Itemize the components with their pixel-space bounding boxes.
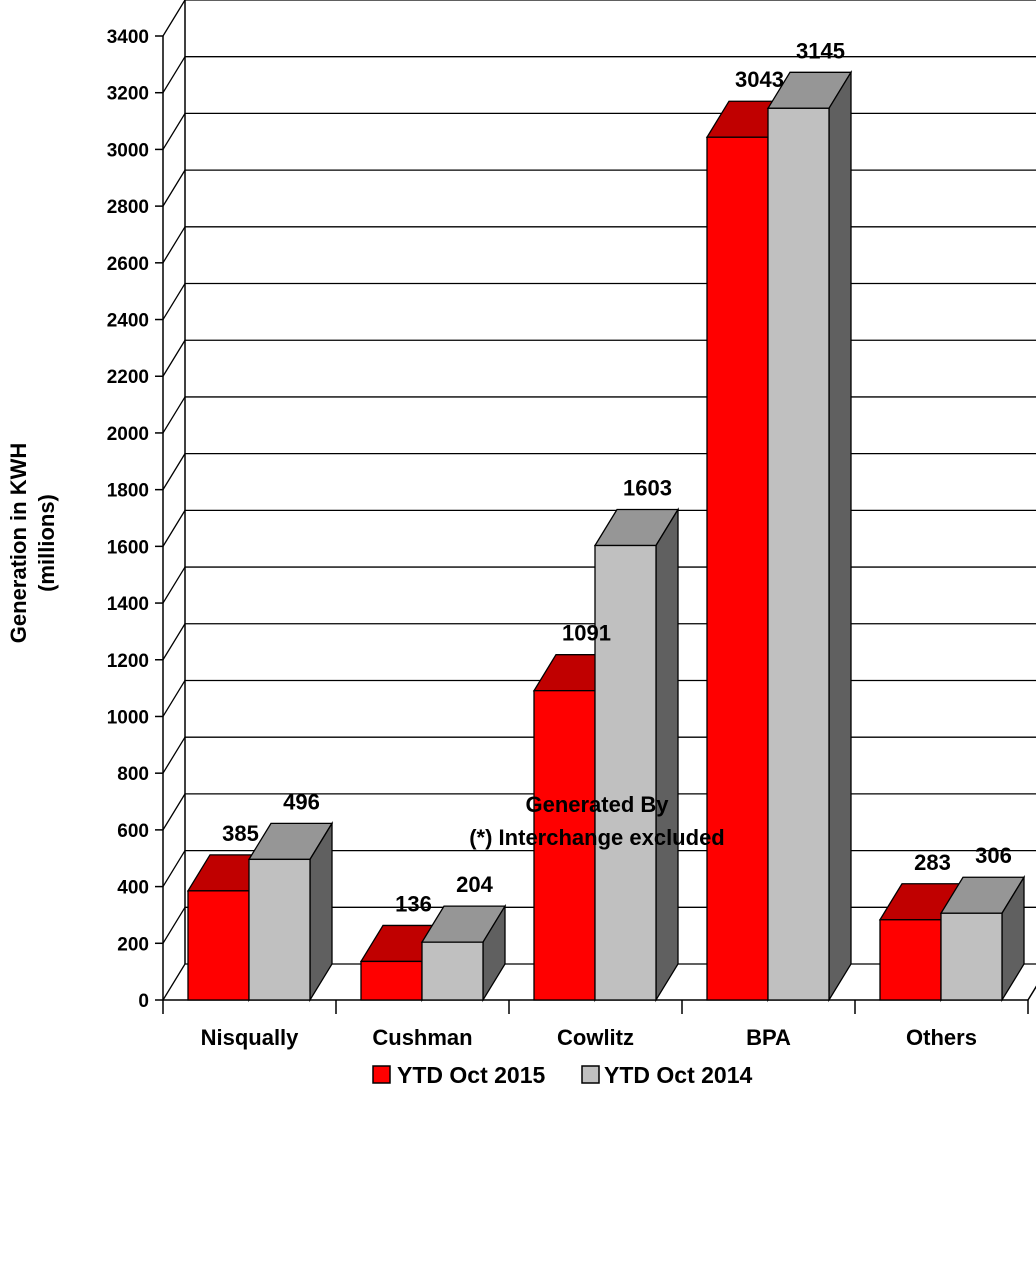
data-label-nisqually-0: 385 (222, 821, 259, 846)
legend-label-2014: YTD Oct 2014 (604, 1062, 752, 1088)
data-label-others-1: 306 (975, 843, 1012, 868)
labels-layer: 0 200 400 600 800 1000 1200 1400 1600 1800 2000 220… (107, 27, 1012, 1050)
data-label-bpa-1: 3145 (796, 38, 845, 63)
y-tick-label-2400: 2400 (107, 311, 149, 332)
side-gridline-3000 (162, 113, 186, 150)
side-gridline-2800 (162, 169, 186, 207)
category-label-cushman: Cushman (372, 1025, 472, 1050)
data-label-others-0: 283 (914, 850, 951, 875)
y-axis-title-line1: Generation in KWH (6, 443, 31, 643)
data-label-cowlitz-1: 1603 (623, 476, 672, 501)
y-tick-label-2200: 2200 (107, 367, 149, 388)
side-gridline-1600 (162, 510, 186, 547)
side-gridline-400 (162, 850, 186, 887)
legend: YTD Oct 2015 YTD Oct 2014 (372, 1062, 752, 1088)
legend-label-2015: YTD Oct 2015 (397, 1062, 545, 1088)
data-label-cushman-0: 136 (395, 891, 432, 916)
side-gridline-2600 (162, 226, 186, 264)
y-tick-label-3000: 3000 (107, 140, 149, 161)
side-gridline-2000 (162, 396, 186, 434)
category-label-others: Others (906, 1025, 977, 1050)
y-tick-label-2000: 2000 (107, 424, 149, 445)
y-tick-label-0: 0 (138, 991, 149, 1012)
category-label-bpa: BPA (746, 1025, 791, 1050)
y-tick-label-1400: 1400 (107, 594, 149, 615)
side-gridline-1000 (162, 680, 186, 717)
bar-cushman-1 (421, 941, 484, 1001)
side-gridline-0 (162, 963, 186, 1001)
bar-cushman-0 (360, 960, 423, 1001)
bar-side-bpa-1 (828, 69, 852, 1003)
floor-right-edge (1027, 985, 1036, 1001)
side-gridline-1400 (162, 566, 186, 604)
bar-side-cowlitz-1 (655, 507, 679, 1003)
x-axis-note: (*) Interchange excluded (469, 825, 725, 850)
category-label-cowlitz: Cowlitz (557, 1025, 634, 1050)
y-tick-label-3400: 3400 (107, 27, 149, 48)
side-gridline-600 (162, 793, 186, 831)
bar-nisqually-1 (248, 858, 311, 1001)
y-tick-label-200: 200 (117, 934, 149, 955)
y-tick-label-800: 800 (117, 764, 149, 785)
data-label-cowlitz-0: 1091 (562, 621, 611, 646)
y-tick-label-3200: 3200 (107, 84, 149, 105)
side-gridline-2200 (162, 339, 186, 377)
legend-swatch-2015 (372, 1065, 391, 1084)
legend-swatch-2014 (581, 1065, 600, 1084)
y-tick-label-600: 600 (117, 821, 149, 842)
y-tick-label-1000: 1000 (107, 707, 149, 728)
data-label-cushman-1: 204 (456, 872, 493, 897)
data-label-bpa-0: 3043 (735, 67, 784, 92)
y-tick-label-1800: 1800 (107, 481, 149, 502)
side-gridline-1200 (162, 623, 186, 661)
side-gridline-3200 (162, 56, 186, 94)
y-tick-label-1200: 1200 (107, 651, 149, 672)
side-gridline-3400 (162, 0, 186, 37)
bar-cowlitz-0 (533, 690, 596, 1001)
side-gridline-200 (162, 906, 186, 944)
bar-others-0 (879, 919, 942, 1001)
bar-bpa-0 (706, 136, 769, 1001)
bar-nisqually-0 (187, 890, 250, 1001)
side-gridline-2400 (162, 283, 186, 320)
y-tick-label-1600: 1600 (107, 537, 149, 558)
bar-others-1 (940, 912, 1003, 1001)
side-gridline-800 (162, 736, 186, 774)
x-axis-title: Generated By (525, 792, 669, 817)
data-label-nisqually-1: 496 (283, 789, 320, 814)
category-label-nisqually: Nisqually (201, 1025, 300, 1050)
y-tick-label-2600: 2600 (107, 254, 149, 275)
y-tick-label-400: 400 (117, 878, 149, 899)
side-gridline-1800 (162, 453, 186, 490)
y-tick-label-2800: 2800 (107, 197, 149, 218)
bar-cowlitz-1 (594, 544, 657, 1001)
bar-bpa-1 (767, 107, 830, 1001)
y-axis-title-line2: (millions) (34, 494, 59, 592)
bars-layer (186, 69, 1026, 1003)
